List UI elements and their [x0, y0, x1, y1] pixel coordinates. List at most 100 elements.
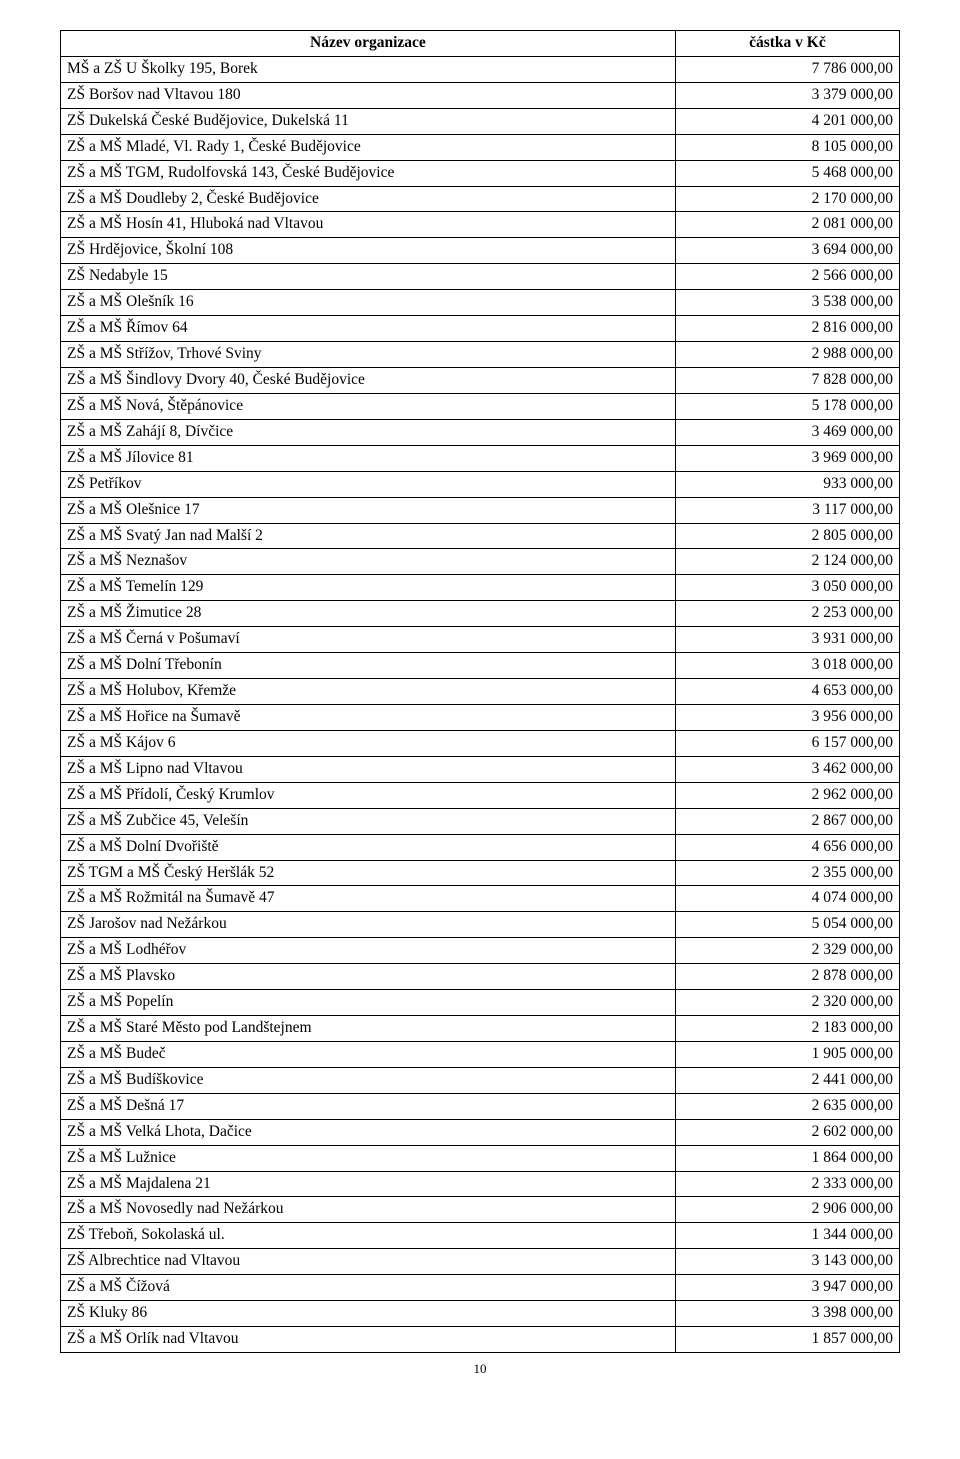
table-row: ZŠ a MŠ Velká Lhota, Dačice2 602 000,00	[61, 1119, 900, 1145]
cell-org-name: ZŠ a MŠ Kájov 6	[61, 730, 676, 756]
cell-amount: 3 018 000,00	[675, 653, 899, 679]
cell-amount: 3 050 000,00	[675, 575, 899, 601]
table-row: ZŠ a MŠ Holubov, Křemže4 653 000,00	[61, 679, 900, 705]
cell-amount: 2 081 000,00	[675, 212, 899, 238]
cell-org-name: ZŠ a MŠ Novosedly nad Nežárkou	[61, 1197, 676, 1223]
cell-org-name: ZŠ a MŠ Staré Město pod Landštejnem	[61, 1016, 676, 1042]
cell-org-name: ZŠ a MŠ Čížová	[61, 1275, 676, 1301]
table-row: ZŠ a MŠ Dešná 172 635 000,00	[61, 1093, 900, 1119]
cell-amount: 3 398 000,00	[675, 1301, 899, 1327]
cell-amount: 1 344 000,00	[675, 1223, 899, 1249]
cell-amount: 3 379 000,00	[675, 82, 899, 108]
cell-org-name: ZŠ a MŠ Přídolí, Český Krumlov	[61, 782, 676, 808]
cell-org-name: ZŠ a MŠ Budeč	[61, 1041, 676, 1067]
cell-amount: 1 857 000,00	[675, 1327, 899, 1353]
cell-amount: 2 635 000,00	[675, 1093, 899, 1119]
cell-org-name: ZŠ a MŠ Šindlovy Dvory 40, České Budějov…	[61, 367, 676, 393]
table-header-row: Název organizace částka v Kč	[61, 31, 900, 57]
cell-amount: 2 602 000,00	[675, 1119, 899, 1145]
table-row: ZŠ Boršov nad Vltavou 1803 379 000,00	[61, 82, 900, 108]
cell-amount: 4 074 000,00	[675, 886, 899, 912]
table-row: ZŠ a MŠ Dolní Dvořiště4 656 000,00	[61, 834, 900, 860]
cell-org-name: ZŠ a MŠ Římov 64	[61, 316, 676, 342]
cell-amount: 4 201 000,00	[675, 108, 899, 134]
table-row: ZŠ a MŠ Olešnice 173 117 000,00	[61, 497, 900, 523]
cell-org-name: ZŠ Dukelská České Budějovice, Dukelská 1…	[61, 108, 676, 134]
cell-org-name: ZŠ a MŠ Olešník 16	[61, 290, 676, 316]
cell-org-name: ZŠ Hrdějovice, Školní 108	[61, 238, 676, 264]
cell-amount: 6 157 000,00	[675, 730, 899, 756]
table-row: ZŠ a MŠ Lodhéřov2 329 000,00	[61, 938, 900, 964]
cell-amount: 3 956 000,00	[675, 704, 899, 730]
cell-org-name: ZŠ a MŠ Dešná 17	[61, 1093, 676, 1119]
cell-org-name: ZŠ a MŠ Olešnice 17	[61, 497, 676, 523]
table-row: ZŠ Albrechtice nad Vltavou3 143 000,00	[61, 1249, 900, 1275]
cell-amount: 2 253 000,00	[675, 601, 899, 627]
table-row: ZŠ a MŠ Římov 642 816 000,00	[61, 316, 900, 342]
cell-amount: 3 462 000,00	[675, 756, 899, 782]
table-row: ZŠ Třeboň, Sokolaská ul.1 344 000,00	[61, 1223, 900, 1249]
table-row: MŠ a ZŠ U Školky 195, Borek7 786 000,00	[61, 56, 900, 82]
table-row: ZŠ a MŠ Rožmitál na Šumavě 474 074 000,0…	[61, 886, 900, 912]
cell-org-name: ZŠ a MŠ Plavsko	[61, 964, 676, 990]
table-row: ZŠ Nedabyle 152 566 000,00	[61, 264, 900, 290]
cell-amount: 3 931 000,00	[675, 627, 899, 653]
cell-amount: 2 320 000,00	[675, 990, 899, 1016]
cell-amount: 5 178 000,00	[675, 393, 899, 419]
table-row: ZŠ a MŠ Budeč1 905 000,00	[61, 1041, 900, 1067]
table-row: ZŠ Dukelská České Budějovice, Dukelská 1…	[61, 108, 900, 134]
cell-amount: 5 054 000,00	[675, 912, 899, 938]
cell-org-name: ZŠ Třeboň, Sokolaská ul.	[61, 1223, 676, 1249]
table-row: ZŠ Hrdějovice, Školní 1083 694 000,00	[61, 238, 900, 264]
cell-org-name: ZŠ a MŠ Jílovice 81	[61, 445, 676, 471]
table-row: ZŠ a MŠ Jílovice 813 969 000,00	[61, 445, 900, 471]
cell-amount: 3 143 000,00	[675, 1249, 899, 1275]
col-header-amount: částka v Kč	[675, 31, 899, 57]
cell-amount: 3 469 000,00	[675, 419, 899, 445]
table-row: ZŠ Kluky 863 398 000,00	[61, 1301, 900, 1327]
table-row: ZŠ a MŠ Popelín2 320 000,00	[61, 990, 900, 1016]
table-row: ZŠ a MŠ Mladé, Vl. Rady 1, České Budějov…	[61, 134, 900, 160]
cell-org-name: ZŠ a MŠ TGM, Rudolfovská 143, České Budě…	[61, 160, 676, 186]
cell-amount: 2 962 000,00	[675, 782, 899, 808]
table-row: ZŠ a MŠ Svatý Jan nad Malší 22 805 000,0…	[61, 523, 900, 549]
cell-org-name: MŠ a ZŠ U Školky 195, Borek	[61, 56, 676, 82]
cell-amount: 4 656 000,00	[675, 834, 899, 860]
cell-org-name: ZŠ a MŠ Svatý Jan nad Malší 2	[61, 523, 676, 549]
cell-org-name: ZŠ a MŠ Holubov, Křemže	[61, 679, 676, 705]
cell-org-name: ZŠ Jarošov nad Nežárkou	[61, 912, 676, 938]
cell-org-name: ZŠ a MŠ Hosín 41, Hluboká nad Vltavou	[61, 212, 676, 238]
table-row: ZŠ a MŠ Nová, Štěpánovice5 178 000,00	[61, 393, 900, 419]
cell-amount: 2 867 000,00	[675, 808, 899, 834]
cell-org-name: ZŠ a MŠ Orlík nad Vltavou	[61, 1327, 676, 1353]
table-row: ZŠ a MŠ Zahájí 8, Dívčice3 469 000,00	[61, 419, 900, 445]
cell-org-name: ZŠ a MŠ Temelín 129	[61, 575, 676, 601]
table-row: ZŠ a MŠ Novosedly nad Nežárkou2 906 000,…	[61, 1197, 900, 1223]
cell-org-name: ZŠ Nedabyle 15	[61, 264, 676, 290]
org-table: Název organizace částka v Kč MŠ a ZŠ U Š…	[60, 30, 900, 1353]
cell-org-name: ZŠ a MŠ Dolní Dvořiště	[61, 834, 676, 860]
col-header-name: Název organizace	[61, 31, 676, 57]
cell-amount: 2 906 000,00	[675, 1197, 899, 1223]
cell-org-name: ZŠ Boršov nad Vltavou 180	[61, 82, 676, 108]
cell-org-name: ZŠ a MŠ Majdalena 21	[61, 1171, 676, 1197]
table-row: ZŠ a MŠ Hosín 41, Hluboká nad Vltavou2 0…	[61, 212, 900, 238]
cell-amount: 7 828 000,00	[675, 367, 899, 393]
cell-amount: 2 333 000,00	[675, 1171, 899, 1197]
cell-amount: 3 947 000,00	[675, 1275, 899, 1301]
cell-amount: 2 816 000,00	[675, 316, 899, 342]
table-row: ZŠ a MŠ Dolní Třebonín3 018 000,00	[61, 653, 900, 679]
cell-org-name: ZŠ Petříkov	[61, 471, 676, 497]
table-row: ZŠ a MŠ Zubčice 45, Velešín2 867 000,00	[61, 808, 900, 834]
page-number: 10	[60, 1361, 900, 1377]
table-row: ZŠ a MŠ TGM, Rudolfovská 143, České Budě…	[61, 160, 900, 186]
table-row: ZŠ a MŠ Lipno nad Vltavou3 462 000,00	[61, 756, 900, 782]
cell-amount: 4 653 000,00	[675, 679, 899, 705]
cell-amount: 3 694 000,00	[675, 238, 899, 264]
cell-org-name: ZŠ a MŠ Nová, Štěpánovice	[61, 393, 676, 419]
table-row: ZŠ a MŠ Orlík nad Vltavou1 857 000,00	[61, 1327, 900, 1353]
table-row: ZŠ Jarošov nad Nežárkou5 054 000,00	[61, 912, 900, 938]
table-row: ZŠ a MŠ Kájov 66 157 000,00	[61, 730, 900, 756]
table-row: ZŠ a MŠ Žimutice 282 253 000,00	[61, 601, 900, 627]
table-row: ZŠ a MŠ Hořice na Šumavě3 956 000,00	[61, 704, 900, 730]
